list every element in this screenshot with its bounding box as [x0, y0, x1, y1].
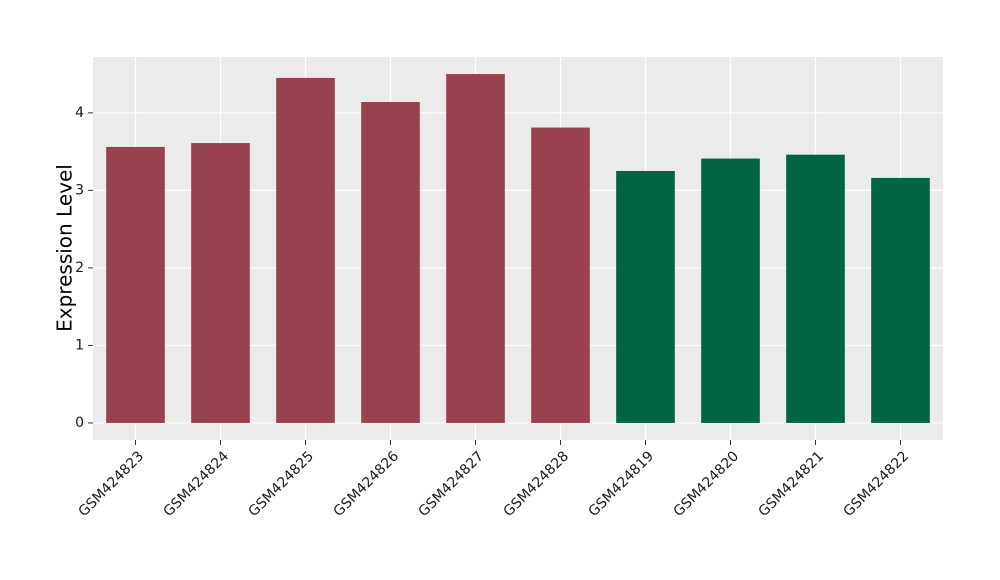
- bar: [701, 158, 760, 423]
- x-tick-label: GSM424822: [841, 448, 913, 520]
- x-tick-label: GSM424828: [501, 448, 573, 520]
- x-tick-label: GSM424824: [161, 448, 233, 520]
- bar: [191, 143, 250, 423]
- bar: [786, 154, 845, 423]
- x-tick-label: GSM424820: [671, 448, 743, 520]
- bar: [616, 170, 675, 423]
- y-tick-label: 4: [75, 105, 84, 121]
- bar: [276, 77, 335, 423]
- x-tick-label: GSM424825: [246, 448, 318, 520]
- bar: [106, 146, 165, 423]
- bar: [531, 127, 590, 423]
- x-tick-label: GSM424823: [76, 448, 148, 520]
- y-tick-label: 0: [75, 415, 84, 431]
- y-tick-label: 1: [75, 337, 84, 353]
- x-tick-label: GSM424827: [416, 448, 488, 520]
- bar: [361, 101, 420, 423]
- bar: [446, 74, 505, 423]
- x-tick-label: GSM424821: [756, 448, 828, 520]
- y-tick-label: 3: [75, 182, 84, 198]
- bar: [871, 177, 930, 423]
- x-tick-label: GSM424826: [331, 448, 403, 520]
- x-tick-label: GSM424819: [586, 448, 658, 520]
- y-axis-title: Expression Level: [53, 164, 77, 332]
- y-tick-label: 2: [75, 260, 84, 276]
